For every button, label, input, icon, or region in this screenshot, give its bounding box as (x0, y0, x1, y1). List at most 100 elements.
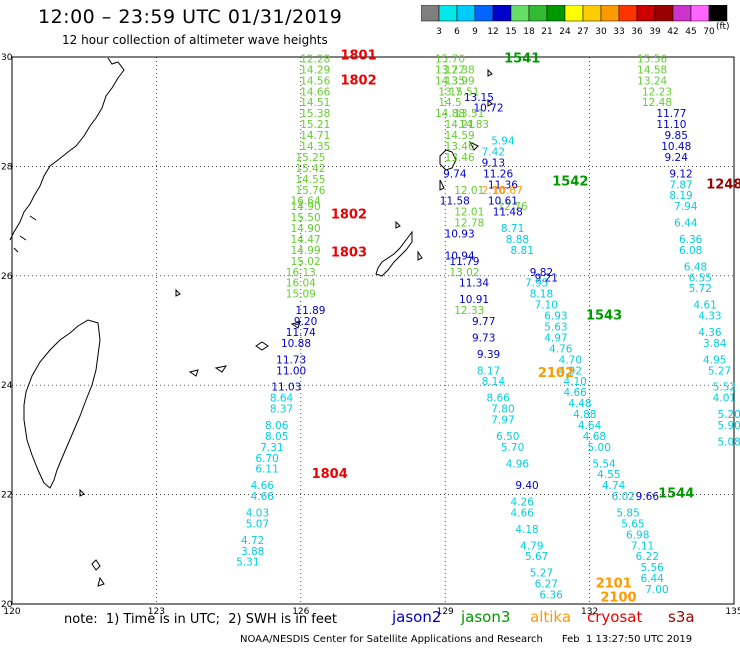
pass-label: 1542 (552, 175, 588, 190)
lon-tick-label: 129 (437, 607, 454, 617)
swh-value-cyan: 4.66 (251, 491, 275, 503)
swh-value-cyan: 8.06 (265, 420, 289, 432)
swh-value-jason3: 13.46 (445, 152, 475, 164)
coastline (9, 57, 493, 587)
pass-label: 1541 (504, 51, 540, 66)
swh-value-cyan: 5.94 (491, 136, 515, 148)
swh-value-cyan: 4.97 (544, 332, 567, 344)
pass-label: 2102 (538, 366, 574, 381)
swh-value-cyan: 7.10 (535, 300, 558, 312)
pass-label: 1802 (340, 73, 376, 88)
swh-value-jason3: 13.02 (449, 267, 479, 279)
pass-label: 1802 (331, 207, 367, 222)
colorbar-label: 21 (541, 27, 553, 37)
swh-value-jason3: 14.47 (291, 234, 321, 246)
swh-value-jason3: 14.5 (438, 97, 461, 109)
swh-value-jason3: 14.66 (300, 86, 330, 98)
swh-value-jason2: 10.88 (281, 338, 311, 350)
swh-value-jason3: 12.01 (454, 207, 484, 219)
swh-value-cyan: 6.11 (255, 464, 278, 476)
colorbar-label: 30 (595, 27, 607, 37)
swh-value-cyan: 4.18 (515, 524, 538, 536)
swh-value-jason3: 15.02 (291, 256, 321, 268)
colorbar-label: 12 (487, 27, 499, 37)
swh-value-jason3: 14.58 (637, 64, 667, 76)
swh-value-jason3: 17.38 (445, 64, 475, 76)
swh-value-jason3: 12.28 (300, 53, 330, 65)
swh-value-jason2: 11.89 (295, 305, 325, 317)
swh-value-cyan: 4.01 (713, 393, 736, 405)
swh-value-jason3: 14.55 (295, 174, 325, 186)
swh-value-cyan: 5.72 (689, 283, 712, 295)
swh-value-jason3: 13.99 (445, 75, 475, 87)
swh-value-cyan: 6.55 (689, 272, 712, 284)
swh-value-jason2: 11.36 (488, 179, 518, 191)
swh-value-cyan: 4.79 (520, 540, 543, 552)
swh-value-cyan: 4.70 (559, 354, 582, 366)
pass-label: 1804 (312, 467, 348, 482)
swh-value-cyan: 4.36 (698, 327, 722, 339)
swh-value-cyan: 5.27 (530, 568, 553, 580)
lon-tick-label: 135 (725, 607, 740, 617)
swh-value-cyan: 5.54 (592, 458, 616, 470)
swh-value-cyan: 4.72 (241, 535, 264, 547)
swh-value-cyan: 4.95 (703, 354, 726, 366)
swh-value-cyan: 8.14 (482, 376, 506, 388)
swh-value-cyan: 8.18 (530, 289, 553, 301)
swh-value-cyan: 5.63 (544, 322, 567, 334)
swh-value-jason3: 14.83 (459, 119, 489, 131)
swh-value-cyan: 7.11 (631, 540, 654, 552)
swh-values: 12.2814.2914.5614.6614.5115.3815.2114.71… (236, 53, 740, 601)
swh-value-cyan: 4.33 (698, 311, 721, 323)
swh-value-jason3: 14.21 (445, 119, 475, 131)
swh-value-jason3: 14.51 (300, 97, 330, 109)
swh-value-cyan: 8.88 (506, 234, 529, 246)
swh-value-cyan: 8.71 (501, 223, 524, 235)
kyushu-islands-coast (9, 57, 125, 253)
swh-value-jason2: 11.58 (440, 196, 470, 208)
swh-value-jason2: 10.61 (488, 196, 518, 208)
colorbar-label: 36 (631, 27, 643, 37)
swh-value-jason3: 14.59 (445, 130, 475, 142)
swh-value-jason3: 15.42 (295, 163, 325, 175)
swh-value-cyan: 5.07 (246, 518, 269, 530)
wave-height-colorbar: 3 6 9 12 15 18 21 24 27 30 33 36 39 42 45 70 (420, 4, 731, 37)
taiwan-coast (23, 319, 101, 489)
swh-value-cyan: 8.19 (669, 190, 692, 202)
swh-value-jason2: 9.40 (515, 480, 538, 492)
map-axis-ticks: 120 123 126 129 132 135 30 28 26 24 22 20 (1, 53, 740, 617)
swh-value-cyan: 6.50 (496, 431, 519, 443)
swh-value-cyan: 8.64 (270, 393, 294, 405)
swh-value-cyan: 6.44 (674, 218, 698, 230)
lat-tick-label: 20 (1, 600, 13, 610)
lon-tick-label: 132 (581, 607, 598, 617)
swh-value-cyan: 4.88 (573, 409, 596, 421)
legend-altika: altika (530, 608, 572, 626)
swh-value-jason3: 14.35 (300, 141, 330, 153)
pass-label: 2100 (600, 590, 636, 605)
amami-coast (439, 140, 479, 191)
colorbar-label: 15 (505, 27, 517, 37)
swh-value-cyan: 4.03 (246, 507, 269, 519)
miyako-yaeyama-coast (188, 321, 301, 377)
swh-value-cyan: 6.48 (684, 261, 707, 273)
swh-value-jason3: 14.56 (300, 75, 330, 87)
swh-value-jason2: 9.82 (530, 267, 553, 279)
swh-value-jason2: 10.93 (445, 229, 475, 241)
swh-value-altika: 2.10 (482, 185, 505, 197)
swh-value-jason2: 11.48 (493, 207, 523, 219)
pass-label: 1801 (340, 49, 376, 64)
swh-value-cyan: 4.55 (597, 469, 620, 481)
swh-value-jason3: 13.7 (438, 86, 461, 98)
swh-value-jason2: 11.03 (271, 382, 301, 394)
swh-value-cyan: 7.42 (482, 146, 505, 158)
legend-jason3: jason3 (461, 608, 511, 626)
lon-tick-label: 120 (3, 607, 20, 617)
pass-label: 1248 (706, 177, 740, 192)
okinawa-coast (375, 230, 413, 277)
swh-value-cyan: 5.27 (708, 365, 731, 377)
swh-value-jason3: 12.48 (642, 97, 672, 109)
colorbar-label: 27 (577, 27, 589, 37)
swh-value-jason2: 10.48 (661, 141, 691, 153)
swh-value-cyan: 6.44 (640, 573, 664, 585)
